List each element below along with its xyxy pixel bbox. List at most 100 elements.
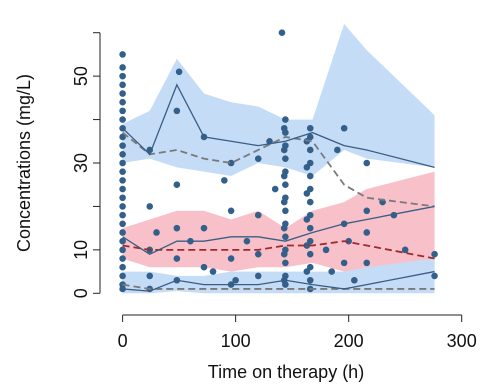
prediction-band <box>122 171 435 281</box>
observation <box>280 198 288 206</box>
observation <box>227 255 235 262</box>
observation <box>119 185 126 193</box>
simulated-percentile <box>122 240 435 260</box>
observation <box>306 172 314 180</box>
x-tick-label: 300 <box>447 331 477 351</box>
observation <box>303 242 311 249</box>
observation <box>119 107 126 115</box>
observation <box>254 272 262 280</box>
observation <box>254 211 262 219</box>
observation <box>119 133 126 141</box>
x-axis-label: Time on therapy (h) <box>208 362 364 382</box>
observation <box>119 159 126 167</box>
observation <box>119 194 126 202</box>
y-tick-label: 30 <box>71 153 91 173</box>
observation <box>173 224 181 232</box>
observation <box>119 229 126 236</box>
observation <box>280 250 288 258</box>
observation <box>227 159 235 167</box>
observation <box>303 268 311 275</box>
observation <box>322 246 330 254</box>
y-tick-label: 0 <box>71 288 91 298</box>
observation <box>254 155 262 162</box>
observation <box>200 224 208 232</box>
observation <box>306 124 314 132</box>
observation <box>254 250 262 258</box>
observation <box>119 72 126 80</box>
observation <box>119 98 126 106</box>
observation <box>119 177 126 184</box>
observation <box>328 268 336 275</box>
observation <box>306 198 314 206</box>
observation <box>282 233 289 241</box>
observation <box>306 224 314 232</box>
observation <box>119 255 126 262</box>
observation <box>306 146 314 154</box>
observed-percentile <box>122 205 435 255</box>
observation <box>306 250 314 258</box>
observation <box>173 107 181 115</box>
observation <box>303 216 311 223</box>
observation <box>119 203 126 210</box>
observation <box>119 51 126 58</box>
observation <box>200 263 208 271</box>
x-tick-label: 100 <box>221 331 251 351</box>
observation <box>119 142 126 149</box>
observation <box>271 185 279 193</box>
observation <box>363 207 371 215</box>
observation <box>221 177 228 184</box>
observation <box>146 272 154 280</box>
observation <box>119 64 126 71</box>
observation <box>401 246 409 254</box>
observation <box>153 229 160 236</box>
observation <box>232 276 239 284</box>
observation <box>119 220 126 228</box>
y-axis-label: Concentrations (mg/L) <box>14 74 34 252</box>
observation <box>280 124 288 132</box>
observation <box>431 250 438 258</box>
observation <box>119 116 126 123</box>
observation <box>227 207 235 215</box>
observed-percentile <box>122 270 435 292</box>
observation <box>119 211 126 219</box>
observation <box>119 81 126 89</box>
observation <box>280 172 288 180</box>
observation <box>119 237 126 245</box>
observation <box>280 146 288 154</box>
observation <box>175 68 183 76</box>
observation <box>173 181 181 189</box>
observation <box>146 203 154 210</box>
observation <box>173 255 181 262</box>
observation <box>282 207 289 215</box>
observation <box>340 259 348 267</box>
observation <box>119 168 126 175</box>
y-tick-label: 50 <box>71 66 91 86</box>
observation <box>282 259 289 267</box>
observation <box>119 272 126 280</box>
x-tick-label: 200 <box>334 331 364 351</box>
x-tick-label: 0 <box>118 331 128 351</box>
observation <box>303 164 311 171</box>
observed-percentile <box>122 83 435 168</box>
observation <box>363 259 371 267</box>
observation <box>282 155 289 162</box>
observation <box>340 124 348 132</box>
observation <box>363 159 371 167</box>
observation <box>209 268 217 275</box>
prediction-band <box>122 24 435 177</box>
observation <box>334 146 341 154</box>
observation <box>119 263 126 271</box>
observation <box>282 181 289 189</box>
observation <box>363 229 371 236</box>
observation <box>306 276 314 284</box>
observation <box>282 116 289 123</box>
simulated-percentile <box>122 131 435 208</box>
observation <box>303 190 311 197</box>
observation <box>351 276 358 284</box>
observation <box>431 272 438 280</box>
simulated-percentile <box>122 283 435 290</box>
observation <box>119 246 126 254</box>
observation <box>243 237 251 245</box>
observation <box>278 29 286 37</box>
y-tick-label: 10 <box>71 240 91 260</box>
